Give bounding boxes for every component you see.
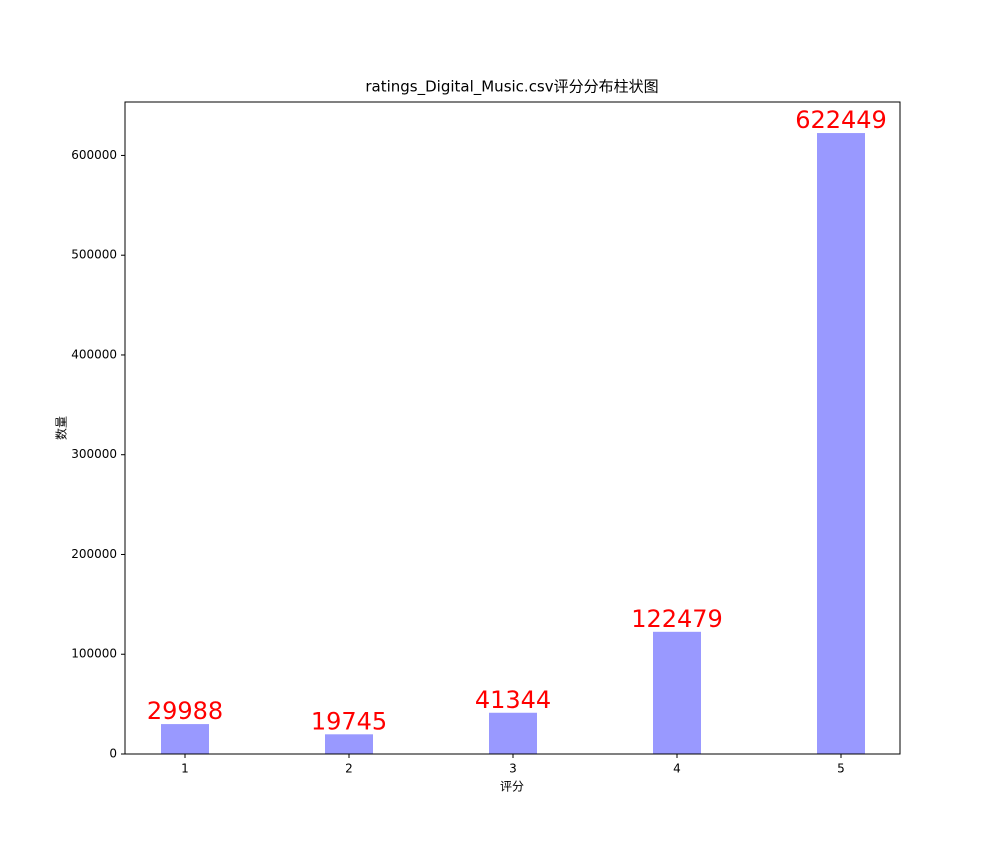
value-label: 122479: [631, 605, 723, 633]
value-label: 19745: [311, 707, 387, 735]
x-axis-label: 评分: [500, 780, 524, 794]
x-tick-label: 3: [509, 762, 517, 776]
x-tick-label: 2: [345, 762, 353, 776]
x-tick-label: 4: [673, 762, 681, 776]
bar: [489, 712, 537, 754]
y-tick-label: 400000: [71, 347, 117, 361]
value-label: 41344: [475, 686, 551, 714]
chart-title: ratings_Digital_Music.csv评分分布柱状图: [365, 78, 658, 97]
bar: [161, 724, 209, 754]
value-label: 622449: [795, 106, 887, 134]
y-tick-label: 0: [109, 747, 117, 761]
value-label: 29988: [147, 697, 223, 725]
y-tick-label: 300000: [71, 447, 117, 461]
plot-frame: [124, 101, 901, 755]
x-tick-label: 5: [837, 762, 845, 776]
bar: [653, 631, 701, 754]
y-axis-label: 数量: [54, 416, 69, 440]
x-tick-label: 1: [181, 762, 189, 776]
y-tick-label: 600000: [71, 148, 117, 162]
bar: [325, 734, 373, 754]
bar: [817, 133, 865, 755]
y-tick-label: 100000: [71, 647, 117, 661]
y-tick-label: 500000: [71, 248, 117, 262]
y-tick-label: 200000: [71, 547, 117, 561]
